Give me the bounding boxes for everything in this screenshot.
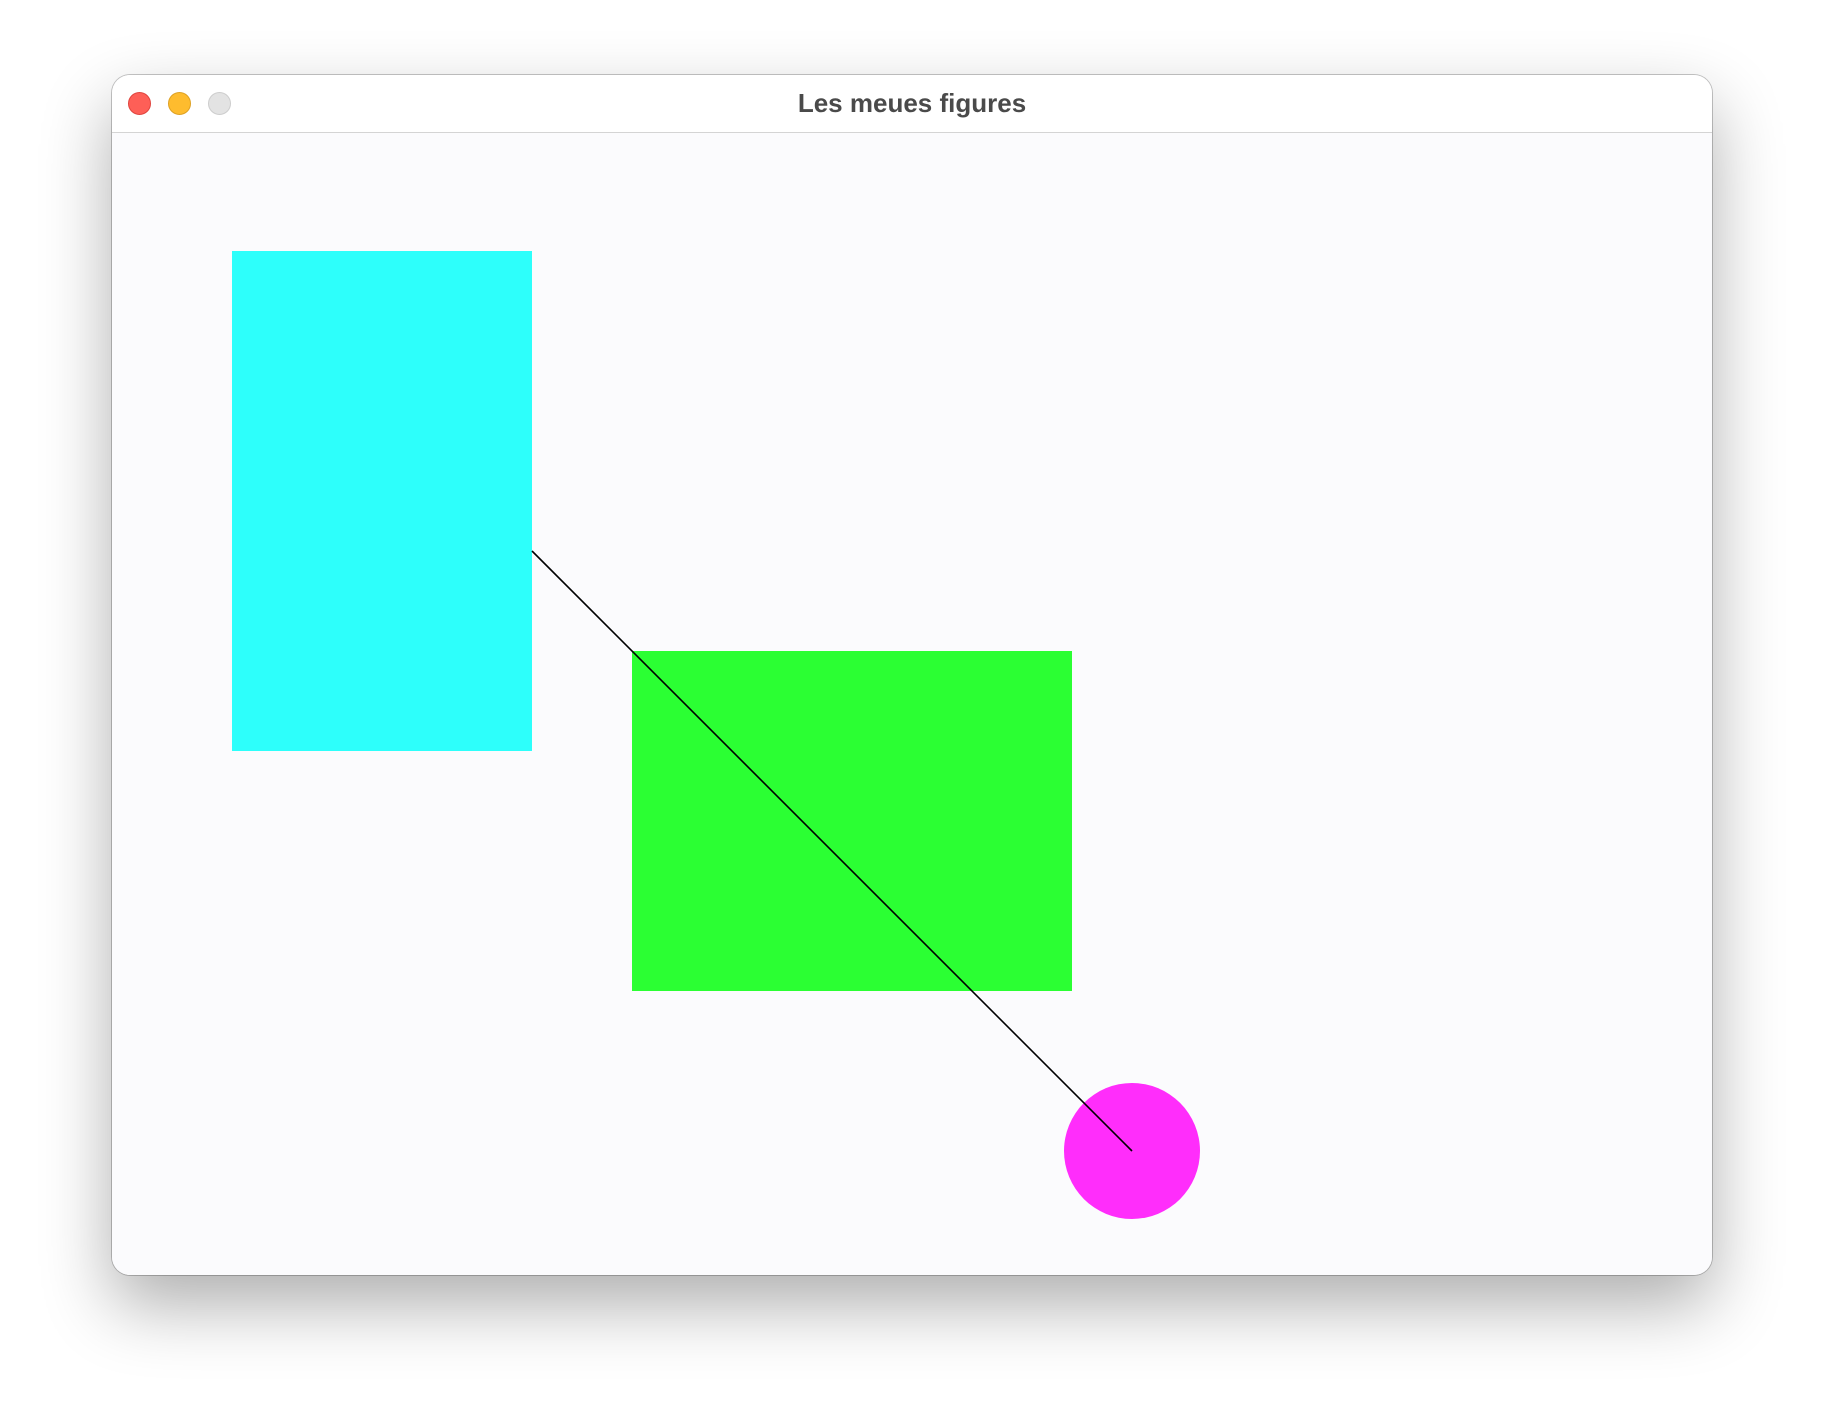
minimize-button[interactable] [168, 92, 191, 115]
connector-line [531, 550, 1133, 1152]
green-rectangle [632, 651, 1072, 991]
close-button[interactable] [128, 92, 151, 115]
zoom-button[interactable] [208, 92, 231, 115]
app-window: Les meues figures [112, 75, 1712, 1275]
drawing-canvas [112, 133, 1712, 1275]
window-title: Les meues figures [797, 88, 1027, 118]
cyan-rectangle [232, 251, 532, 751]
title-bar[interactable]: Les meues figures [112, 75, 1712, 133]
figures-svg [232, 251, 1200, 1219]
